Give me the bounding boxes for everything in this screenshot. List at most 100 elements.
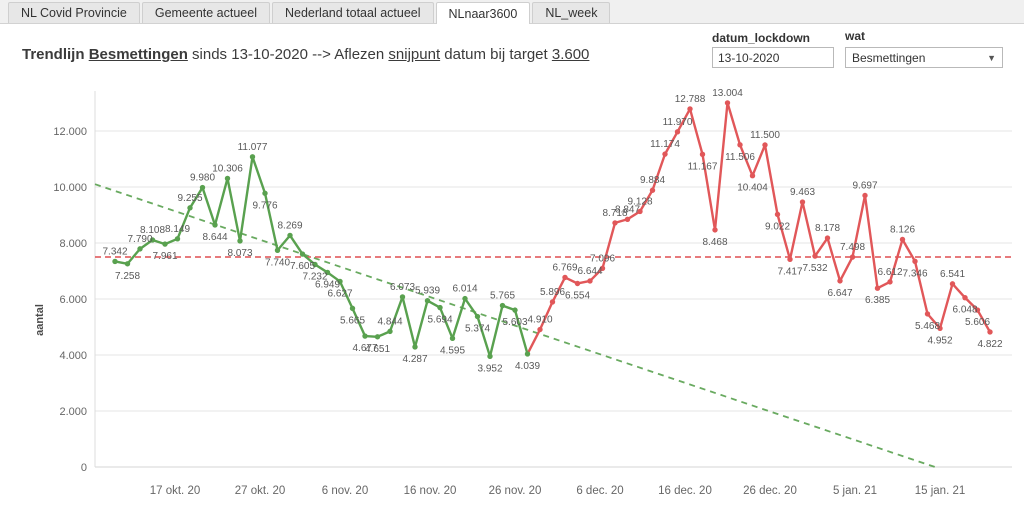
svg-text:5.765: 5.765 bbox=[490, 291, 515, 302]
title-middle2: datum bij target bbox=[440, 46, 552, 63]
svg-text:6.769: 6.769 bbox=[552, 262, 577, 273]
svg-text:9.980: 9.980 bbox=[190, 173, 215, 184]
title-target: 3.600 bbox=[551, 46, 590, 63]
svg-text:16 dec. 20: 16 dec. 20 bbox=[658, 485, 712, 497]
svg-text:6.644: 6.644 bbox=[577, 266, 602, 277]
svg-text:6.048: 6.048 bbox=[952, 305, 977, 316]
svg-text:27 okt. 20: 27 okt. 20 bbox=[235, 485, 286, 497]
svg-text:8.847: 8.847 bbox=[615, 204, 640, 215]
svg-text:4.039: 4.039 bbox=[515, 361, 540, 372]
svg-text:8.468: 8.468 bbox=[702, 237, 727, 248]
tab-nl-week[interactable]: NL_week bbox=[532, 2, 611, 23]
tab-gemeente-actueel[interactable]: Gemeente actueel bbox=[141, 2, 270, 23]
svg-text:7.346: 7.346 bbox=[902, 268, 927, 279]
wat-dropdown-value: Besmettingen bbox=[852, 50, 926, 65]
svg-text:6.000: 6.000 bbox=[59, 294, 87, 306]
tab-nlnaar3600[interactable]: NLnaar3600 bbox=[435, 2, 531, 24]
svg-text:4.910: 4.910 bbox=[527, 315, 552, 326]
svg-text:6.014: 6.014 bbox=[452, 284, 477, 295]
svg-text:6.073: 6.073 bbox=[390, 282, 415, 293]
svg-text:5.603: 5.603 bbox=[502, 317, 527, 328]
svg-text:8.644: 8.644 bbox=[202, 232, 227, 243]
svg-text:8.126: 8.126 bbox=[890, 224, 915, 235]
svg-text:8.073: 8.073 bbox=[227, 248, 252, 259]
svg-text:7.096: 7.096 bbox=[590, 253, 615, 264]
datum-lockdown-input[interactable] bbox=[712, 47, 834, 68]
svg-text:10.000: 10.000 bbox=[53, 182, 87, 194]
svg-text:3.952: 3.952 bbox=[477, 363, 502, 374]
svg-text:11.506: 11.506 bbox=[725, 152, 755, 163]
svg-text:15 jan. 21: 15 jan. 21 bbox=[915, 485, 966, 497]
svg-text:4.000: 4.000 bbox=[59, 350, 87, 362]
svg-text:7.342: 7.342 bbox=[102, 246, 127, 257]
svg-text:6 dec. 20: 6 dec. 20 bbox=[576, 485, 623, 497]
svg-text:16 nov. 20: 16 nov. 20 bbox=[404, 485, 457, 497]
svg-text:8.108: 8.108 bbox=[140, 225, 165, 236]
svg-text:5 jan. 21: 5 jan. 21 bbox=[833, 485, 877, 497]
svg-text:10.404: 10.404 bbox=[737, 183, 768, 194]
svg-text:12.000: 12.000 bbox=[53, 126, 87, 138]
svg-text:5.468: 5.468 bbox=[915, 321, 940, 332]
svg-text:4.822: 4.822 bbox=[977, 339, 1002, 350]
svg-text:4.677: 4.677 bbox=[352, 343, 377, 354]
svg-text:6.541: 6.541 bbox=[940, 269, 965, 280]
svg-text:9.884: 9.884 bbox=[640, 175, 665, 186]
svg-text:5.694: 5.694 bbox=[427, 315, 452, 326]
trend-chart-svg[interactable]: 0 2.000 4.000 6.000 8.000 10.000 12.000 17 okt.… bbox=[0, 70, 1024, 512]
svg-text:5.939: 5.939 bbox=[415, 286, 440, 297]
svg-text:6.647: 6.647 bbox=[827, 288, 852, 299]
title-prefix: Trendlijn bbox=[22, 46, 89, 63]
svg-text:9.255: 9.255 bbox=[177, 193, 202, 204]
svg-text:7.740: 7.740 bbox=[265, 257, 290, 268]
svg-text:5.374: 5.374 bbox=[465, 324, 490, 335]
svg-text:8.000: 8.000 bbox=[59, 238, 87, 250]
svg-text:6.554: 6.554 bbox=[565, 290, 590, 301]
svg-text:7.258: 7.258 bbox=[115, 271, 140, 282]
svg-text:11.167: 11.167 bbox=[688, 161, 718, 172]
title-snijpunt: snijpunt bbox=[388, 46, 441, 63]
svg-text:8.718: 8.718 bbox=[602, 208, 627, 219]
svg-text:6.612: 6.612 bbox=[877, 267, 902, 278]
svg-text:4.651: 4.651 bbox=[365, 344, 390, 355]
svg-text:7.790: 7.790 bbox=[127, 234, 152, 245]
svg-text:9.697: 9.697 bbox=[852, 180, 877, 191]
svg-text:8.178: 8.178 bbox=[815, 223, 840, 234]
svg-text:5.665: 5.665 bbox=[340, 315, 365, 326]
svg-text:13.004: 13.004 bbox=[712, 88, 743, 99]
svg-text:0: 0 bbox=[81, 462, 87, 474]
svg-text:11.077: 11.077 bbox=[238, 142, 268, 153]
svg-text:12.788: 12.788 bbox=[675, 94, 706, 105]
chevron-down-icon: ▼ bbox=[987, 52, 996, 63]
page-title: Trendlijn Besmettingen sinds 13-10-2020 … bbox=[22, 46, 589, 63]
svg-text:9.776: 9.776 bbox=[252, 200, 277, 211]
svg-text:26 nov. 20: 26 nov. 20 bbox=[489, 485, 542, 497]
svg-text:7.605: 7.605 bbox=[290, 261, 315, 272]
svg-text:7.232: 7.232 bbox=[302, 272, 327, 283]
sheet-tabbar: NL Covid Provincie Gemeente actueel Nede… bbox=[0, 0, 1024, 24]
svg-text:6.385: 6.385 bbox=[865, 295, 890, 306]
datum-lockdown-label: datum_lockdown bbox=[712, 31, 811, 45]
svg-text:11.970: 11.970 bbox=[663, 117, 693, 128]
svg-text:4.844: 4.844 bbox=[377, 316, 402, 327]
svg-text:4.595: 4.595 bbox=[440, 345, 465, 356]
tab-nederland-totaal-actueel[interactable]: Nederland totaal actueel bbox=[272, 2, 434, 23]
title-middle: sinds 13-10-2020 --> Aflezen bbox=[187, 46, 389, 63]
tab-nl-covid-provincie[interactable]: NL Covid Provincie bbox=[8, 2, 140, 23]
svg-text:17 okt. 20: 17 okt. 20 bbox=[150, 485, 201, 497]
svg-text:7.961: 7.961 bbox=[152, 251, 177, 262]
svg-text:4.287: 4.287 bbox=[402, 354, 427, 365]
svg-text:5.896: 5.896 bbox=[540, 287, 565, 298]
svg-text:2.000: 2.000 bbox=[59, 406, 87, 418]
y-axis-label: aantal bbox=[34, 304, 46, 336]
svg-text:9.463: 9.463 bbox=[790, 187, 815, 198]
wat-dropdown[interactable]: Besmettingen ▼ bbox=[845, 47, 1003, 68]
wat-label: wat bbox=[845, 29, 866, 43]
svg-text:9.022: 9.022 bbox=[765, 221, 790, 232]
svg-text:11.174: 11.174 bbox=[650, 139, 680, 150]
title-besmettingen: Besmettingen bbox=[88, 46, 188, 63]
svg-text:10.306: 10.306 bbox=[212, 163, 243, 174]
svg-text:6.627: 6.627 bbox=[327, 288, 352, 299]
svg-text:6 nov. 20: 6 nov. 20 bbox=[322, 485, 368, 497]
svg-text:26 dec. 20: 26 dec. 20 bbox=[743, 485, 797, 497]
svg-text:9.128: 9.128 bbox=[627, 196, 652, 207]
